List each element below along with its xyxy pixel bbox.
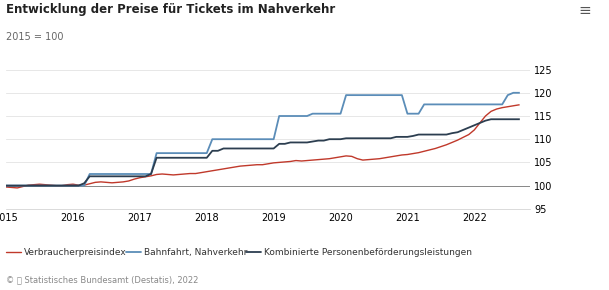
Text: Kombinierte Personenbeförderungsleistungen: Kombinierte Personenbeförderungsleistung… [264,248,473,257]
Text: Bahnfahrt, Nahverkehr: Bahnfahrt, Nahverkehr [144,248,248,257]
Text: © ⒵ Statistisches Bundesamt (Destatis), 2022: © ⒵ Statistisches Bundesamt (Destatis), … [6,275,199,284]
Text: Entwicklung der Preise für Tickets im Nahverkehr: Entwicklung der Preise für Tickets im Na… [6,3,336,16]
Text: 2015 = 100: 2015 = 100 [6,32,63,42]
Text: Verbraucherpreisindex: Verbraucherpreisindex [24,248,127,257]
Text: ≡: ≡ [578,3,591,18]
